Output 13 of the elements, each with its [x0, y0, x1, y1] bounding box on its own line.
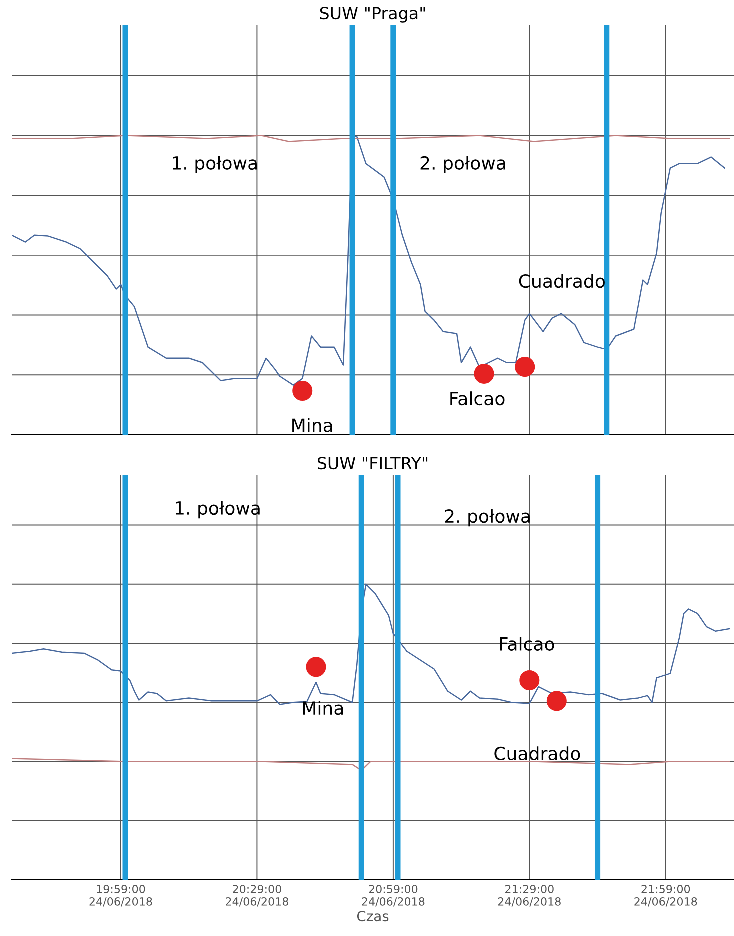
chart-title: SUW "Praga" — [320, 7, 426, 23]
x-tick-label: 20:59:00 24/06/2018 — [362, 885, 425, 907]
chart-title: SUW "FILTRY" — [318, 457, 428, 470]
x-tick-label: 21:59:00 24/06/2018 — [634, 885, 698, 907]
annotation: 2. połowa — [420, 156, 506, 174]
annotation: Mina — [303, 701, 344, 716]
x-tick-label: 21:29:00 24/06/2018 — [498, 885, 561, 907]
annotation: Mina — [292, 418, 332, 432]
x-tick-label: 19:59:00 24/06/2018 — [90, 885, 152, 907]
annotation: Falcao — [450, 392, 505, 406]
annotation: 1. połowa — [173, 156, 257, 174]
x-axis-title: Czas — [357, 911, 389, 922]
x-tick-label: 20:29:00 24/06/2018 — [226, 885, 288, 907]
